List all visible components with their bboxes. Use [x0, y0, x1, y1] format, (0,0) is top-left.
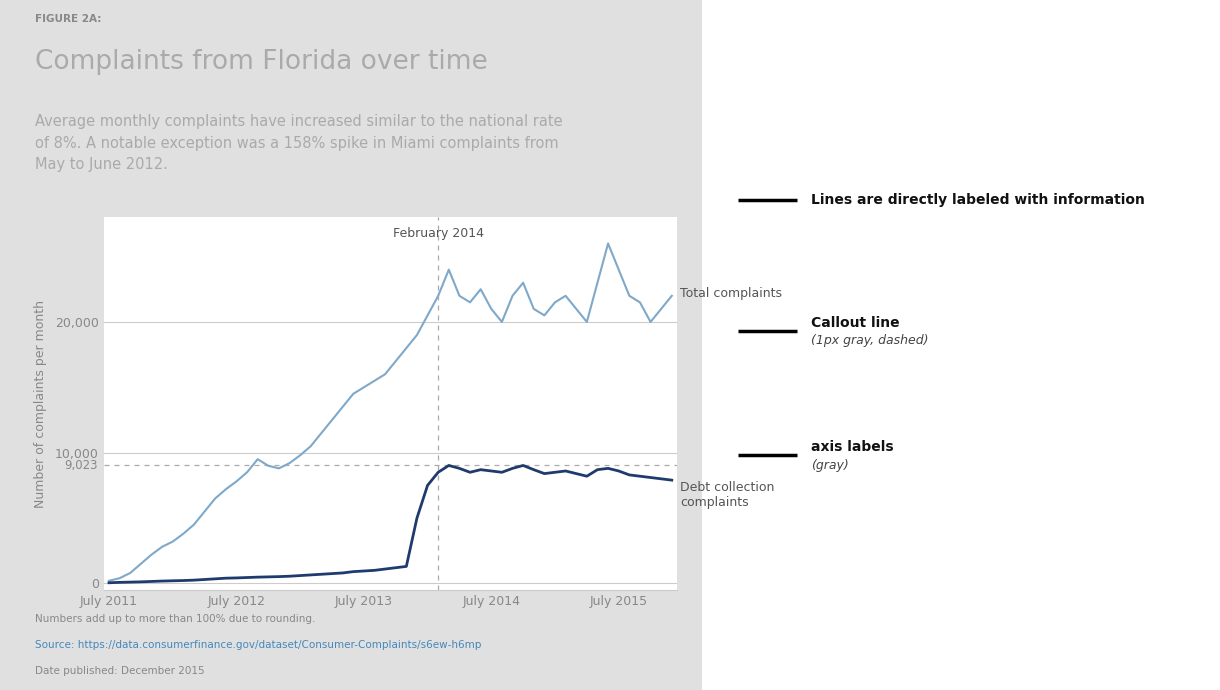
- Text: Date published: December 2015: Date published: December 2015: [35, 666, 205, 676]
- Text: February 2014: February 2014: [393, 226, 483, 239]
- Text: Debt collection
complaints: Debt collection complaints: [681, 482, 775, 509]
- Text: Source: https://data.consumerfinance.gov/dataset/Consumer-Complaints/s6ew-h6mp: Source: https://data.consumerfinance.gov…: [35, 640, 482, 650]
- Text: axis labels: axis labels: [811, 440, 894, 454]
- Y-axis label: Number of complaints per month: Number of complaints per month: [34, 299, 46, 508]
- Text: Complaints from Florida over time: Complaints from Florida over time: [35, 49, 488, 75]
- Text: Total complaints: Total complaints: [681, 286, 782, 299]
- Text: (1px gray, dashed): (1px gray, dashed): [811, 335, 928, 347]
- Text: Callout line: Callout line: [811, 316, 900, 330]
- Text: 9,023: 9,023: [65, 459, 98, 472]
- Text: Numbers add up to more than 100% due to rounding.: Numbers add up to more than 100% due to …: [35, 613, 316, 624]
- Text: Average monthly complaints have increased similar to the national rate
of 8%. A : Average monthly complaints have increase…: [35, 114, 562, 172]
- Text: Lines are directly labeled with information: Lines are directly labeled with informat…: [811, 193, 1146, 207]
- Text: (gray): (gray): [811, 459, 849, 471]
- Text: FIGURE 2A:: FIGURE 2A:: [35, 14, 101, 24]
